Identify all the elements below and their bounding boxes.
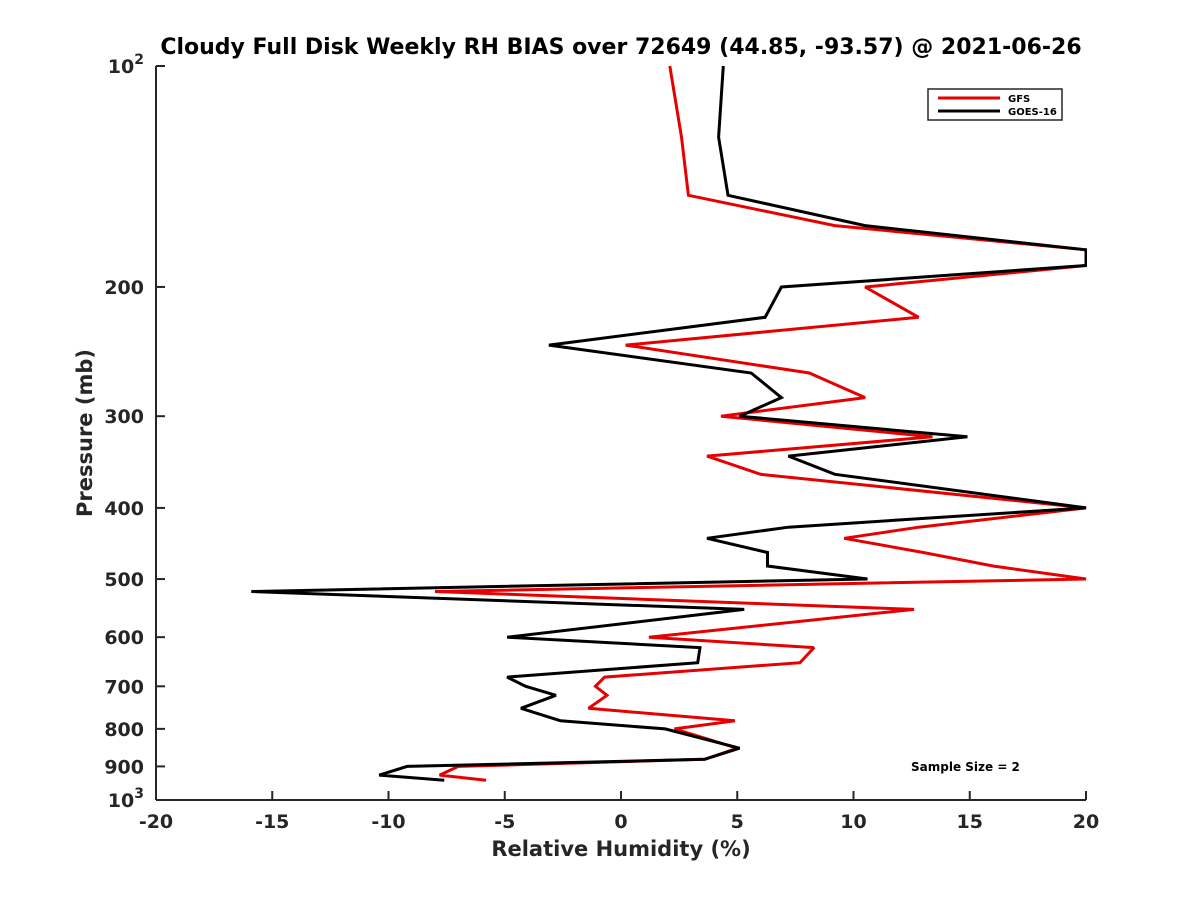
x-axis-label: Relative Humidity (%) bbox=[491, 837, 750, 861]
x-tick-label: -10 bbox=[371, 811, 405, 833]
plot-area bbox=[156, 66, 1086, 800]
clip-mask bbox=[1087, 56, 1200, 810]
series-line-gfs bbox=[434, 65, 1088, 782]
plot-background bbox=[156, 66, 1086, 800]
series-line-goes-16 bbox=[251, 65, 1088, 782]
series-layer bbox=[251, 65, 1088, 782]
x-tick-label: -15 bbox=[255, 811, 289, 833]
legend-entry-label: GOES-16 bbox=[1008, 107, 1057, 118]
x-tick-label: 15 bbox=[957, 811, 983, 833]
chart-title: Cloudy Full Disk Weekly RH BIAS over 726… bbox=[160, 35, 1081, 60]
x-tick-label: 20 bbox=[1073, 811, 1099, 833]
axes-layer: -20 -15 -10 -5 0 5 10 15 20 102 200 300 400 500 600 700… bbox=[104, 52, 1200, 833]
y-tick-label: 700 bbox=[104, 676, 144, 698]
x-tick-label: -5 bbox=[494, 811, 515, 833]
y-tick-label: 300 bbox=[104, 406, 144, 428]
legend-box bbox=[927, 88, 1063, 121]
legend-entry-label: GFS bbox=[1008, 94, 1030, 105]
y-tick-label: 200 bbox=[104, 277, 144, 299]
x-tick-label: 5 bbox=[731, 811, 744, 833]
x-tick-label: 0 bbox=[614, 811, 627, 833]
y-axis-label: Pressure (mb) bbox=[73, 349, 97, 517]
x-tick-label: -20 bbox=[139, 811, 173, 833]
y-tick-label: 900 bbox=[104, 756, 144, 778]
x-tick-label: 10 bbox=[840, 811, 866, 833]
y-tick-label: 600 bbox=[104, 627, 144, 649]
y-tick-label: 800 bbox=[104, 719, 144, 741]
y-tick-label: 500 bbox=[104, 569, 144, 591]
y-tick-label: 103 bbox=[108, 786, 144, 812]
y-tick-label: 400 bbox=[104, 498, 144, 520]
y-tick-label: 102 bbox=[108, 52, 144, 78]
legend: GFS GOES-16 bbox=[927, 88, 1063, 121]
sample-size-annotation: Sample Size = 2 bbox=[911, 760, 1020, 774]
